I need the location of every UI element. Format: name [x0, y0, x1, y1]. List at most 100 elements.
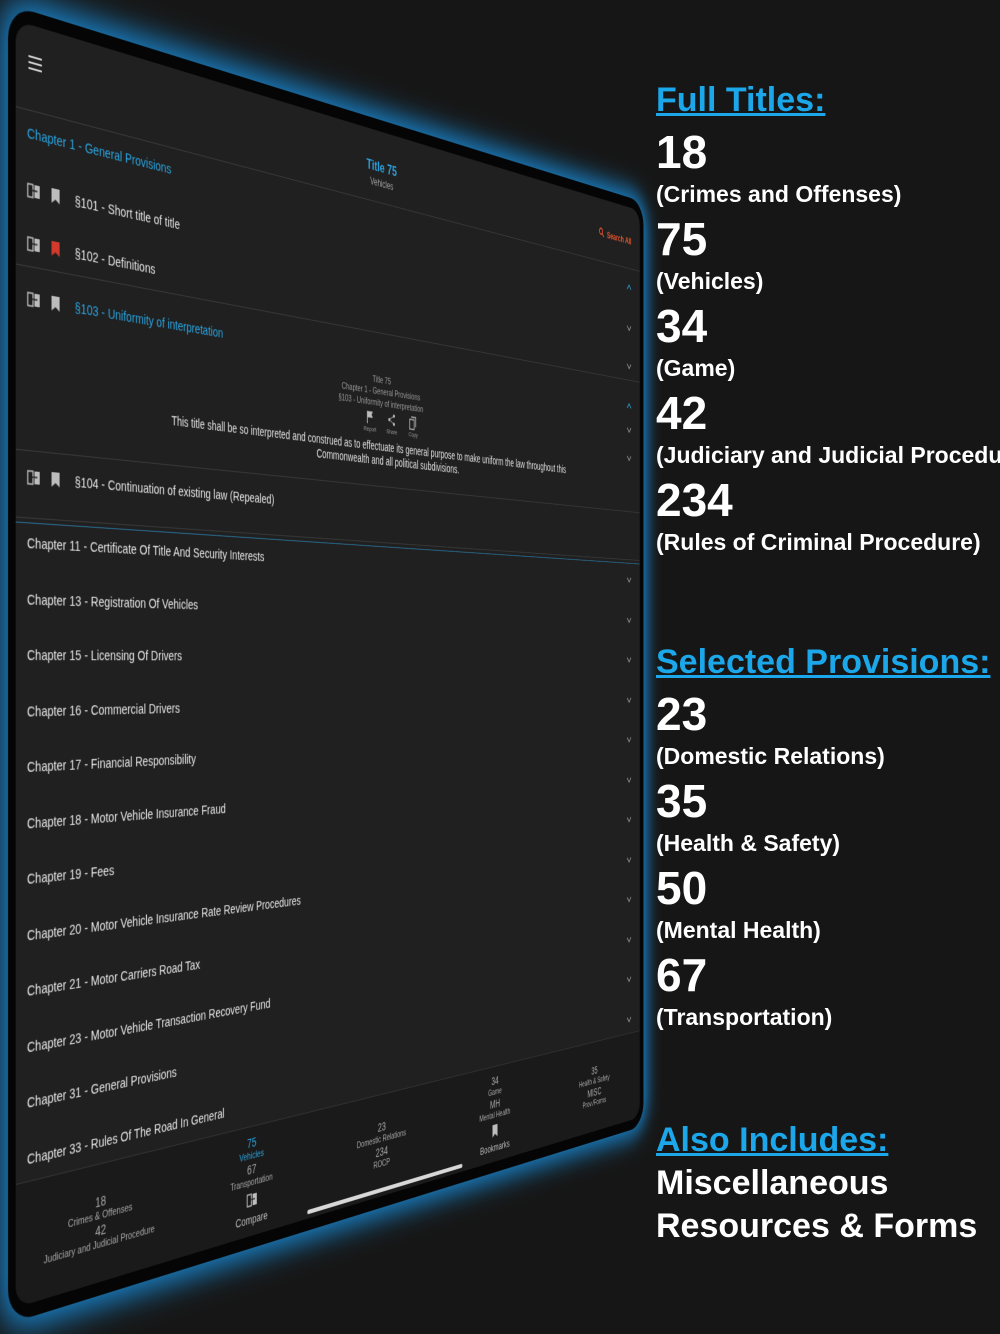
promo-name: (Game): [656, 347, 735, 390]
promo-name: (Judiciary and Judicial Procedure): [656, 434, 1000, 477]
bookmark-button[interactable]: [51, 295, 61, 318]
promo-number: 75: [656, 217, 707, 261]
promo-heading: Selected Provisions:: [656, 642, 990, 682]
expand-chevron-glyph: [627, 935, 632, 943]
tab-bar: 18 Crimes & Offenses 42 Judiciary and Judic…: [16, 1030, 640, 1307]
chapter-row[interactable]: Chapter 23 - Motor Vehicle Transaction R…: [27, 995, 270, 1055]
compare-button-glyph: [27, 181, 40, 201]
tab-label: Compare: [236, 1208, 268, 1231]
chapter-row[interactable]: Chapter 13 - Registration Of Vehicles: [27, 591, 198, 612]
detail-action-label[interactable]: Copy: [403, 430, 423, 440]
tab-button[interactable]: 23 Domestic Relations 234 ROCP: [319, 1080, 440, 1215]
expand-chevron[interactable]: [627, 973, 632, 987]
expand-chevron[interactable]: [627, 654, 632, 667]
expand-chevron[interactable]: [627, 574, 632, 587]
expand-chevron[interactable]: [627, 814, 632, 827]
expand-chevron-glyph: [627, 776, 632, 783]
expand-chevron[interactable]: [627, 694, 632, 707]
expand-chevron[interactable]: [627, 893, 632, 906]
chapter-row[interactable]: Chapter 19 - Fees: [27, 862, 114, 887]
expand-chevron[interactable]: [627, 734, 632, 747]
chapter-row[interactable]: Chapter 20 - Motor Vehicle Insurance Rat…: [27, 892, 301, 943]
chapter-row[interactable]: Chapter 18 - Motor Vehicle Insurance Fra…: [27, 800, 226, 831]
promo-panel: Full Titles: 18 (Crimes and Offenses) 75 (Ve…: [656, 0, 1000, 1334]
detail-action-icon-glyph: [366, 410, 374, 425]
expand-chevron[interactable]: [627, 1013, 632, 1027]
collapse-chevron[interactable]: [627, 400, 632, 414]
section-label[interactable]: §104 - Continuation of existing law (Rep…: [75, 474, 275, 507]
promo-number: 34: [656, 304, 707, 348]
promo-line: Resources & Forms: [656, 1205, 977, 1248]
compare-button[interactable]: [27, 181, 40, 206]
promo-name: (Vehicles): [656, 260, 763, 303]
promo-number: 50: [656, 866, 707, 910]
bookmark-button[interactable]: [51, 471, 61, 493]
expand-chevron-glyph: [627, 816, 632, 824]
compare-button-glyph: [27, 290, 40, 309]
promo-line: Miscellaneous: [656, 1162, 888, 1205]
promo-name: (Health & Safety): [656, 822, 840, 865]
tab-label: Bookmarks: [480, 1137, 510, 1157]
expand-chevron[interactable]: [627, 360, 632, 374]
expand-chevron[interactable]: [627, 452, 632, 465]
promo-heading: Also Includes:: [656, 1120, 888, 1160]
collapse-chevron[interactable]: [627, 281, 632, 295]
detail-action-label[interactable]: Share: [382, 427, 403, 437]
chapter-row[interactable]: Chapter 31 - General Provisions: [27, 1064, 177, 1112]
detail-heading: §103 - Uniformity of interpretation: [16, 343, 640, 446]
header-subtitle: Vehicles: [16, 76, 640, 260]
search-icon[interactable]: [599, 227, 604, 241]
detail-action-label[interactable]: Report: [359, 424, 380, 434]
tab-button[interactable]: 35 Health & Safety MISC Prov./Forms: [546, 1031, 639, 1146]
expand-chevron[interactable]: [627, 614, 632, 627]
search-icon-glyph: [599, 227, 604, 238]
compare-button[interactable]: [27, 290, 40, 314]
expand-chevron[interactable]: [627, 322, 632, 336]
collapse-chevron-glyph: [627, 283, 632, 291]
expand-chevron-glyph: [627, 576, 632, 583]
expand-chevron-glyph: [627, 896, 632, 904]
expand-chevron-glyph: [627, 362, 632, 370]
section-label[interactable]: §102 - Definitions: [75, 245, 156, 277]
bookmark-button[interactable]: [51, 187, 61, 211]
promo-number: 35: [656, 779, 707, 823]
detail-heading: Chapter 1 - General Provisions: [16, 329, 640, 436]
chapter-row[interactable]: Chapter 21 - Motor Carriers Road Tax: [27, 956, 200, 999]
bookmark-button[interactable]: [51, 240, 61, 263]
chapter-header[interactable]: Chapter 1 - General Provisions: [27, 124, 171, 177]
chapter-row[interactable]: Chapter 11 - Certificate Of Title And Se…: [27, 535, 264, 565]
chapter-row[interactable]: Chapter 15 - Licensing Of Drivers: [27, 647, 182, 664]
promo-name: (Crimes and Offenses): [656, 173, 901, 216]
bookmark-button-glyph: [51, 240, 61, 259]
chapter-row[interactable]: Chapter 17 - Financial Responsibility: [27, 751, 196, 775]
detail-action-icon-glyph: [409, 416, 417, 431]
promo-number: 42: [656, 391, 707, 435]
bookmark-button-glyph: [51, 187, 61, 206]
chapter-row[interactable]: Chapter 16 - Commercial Drivers: [27, 700, 180, 720]
compare-button[interactable]: [27, 235, 40, 259]
expand-chevron-glyph: [627, 856, 632, 864]
tab-button[interactable]: 34 Game MH Mental Health Bookmarks: [440, 1054, 546, 1178]
section-label[interactable]: §101 - Short title of title: [75, 193, 180, 233]
tab-button[interactable]: 75 Vehicles 67 Transportation Compare: [179, 1110, 319, 1258]
tab-icon-glyph: [491, 1123, 499, 1139]
expand-chevron[interactable]: [627, 933, 632, 947]
app-screen: Title 75 Vehicles Search All Chapter 1 - Ge…: [16, 20, 640, 1307]
expand-chevron-glyph: [627, 1015, 632, 1023]
tab-button[interactable]: 18 Crimes & Offenses 42 Judiciary and Judic…: [16, 1145, 179, 1308]
expand-chevron-glyph: [627, 454, 632, 462]
promo-heading: Full Titles:: [656, 80, 825, 120]
compare-button-glyph: [27, 469, 40, 487]
promo-name: (Mental Health): [656, 909, 821, 952]
expand-chevron-glyph: [627, 736, 632, 743]
compare-button[interactable]: [27, 469, 40, 492]
promo-number: 23: [656, 692, 707, 736]
expand-chevron[interactable]: [627, 774, 632, 787]
collapse-chevron-glyph: [627, 402, 632, 410]
promo-name: (Rules of Criminal Procedure): [656, 521, 981, 564]
promo-number: 234: [656, 478, 733, 522]
expand-chevron-glyph: [627, 616, 632, 623]
expand-chevron[interactable]: [627, 854, 632, 867]
bookmark-button-glyph: [51, 295, 61, 313]
